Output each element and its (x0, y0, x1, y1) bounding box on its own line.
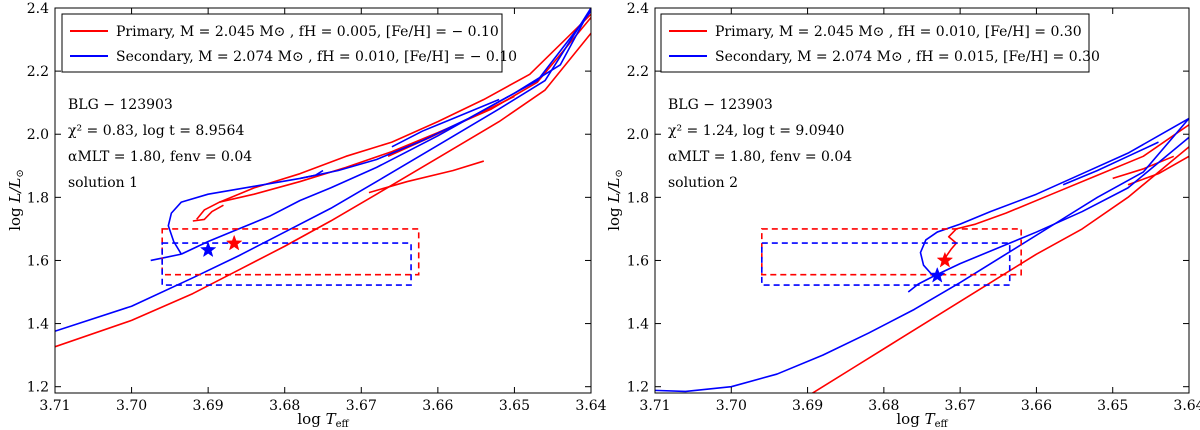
y-tick-label: 1.6 (27, 253, 49, 269)
annotation-solution: solution 2 (668, 175, 738, 191)
x-tick-label: 3.66 (422, 398, 453, 414)
track-primary-short2 (368, 160, 485, 194)
axes-frame (654, 7, 1190, 394)
y-tick-label: 1.2 (27, 380, 49, 396)
x-tick-label: 3.69 (792, 398, 823, 414)
y-tick-label: 1.8 (627, 190, 649, 206)
annotation-solution: solution 1 (68, 175, 138, 191)
y-tick-label: 1.2 (627, 380, 649, 396)
y-tick-label: 2.2 (627, 64, 649, 80)
annotation-params: αMLT = 1.80, fenv = 0.04 (668, 149, 852, 165)
track-secondary-inner (180, 10, 591, 255)
y-tick-label: 1.8 (27, 190, 49, 206)
annotation-star-name: BLG − 123903 (68, 97, 173, 113)
y-tick-label: 1.4 (627, 317, 649, 333)
star-marker-secondary (199, 241, 217, 258)
y-tick-label: 2.4 (27, 1, 49, 17)
x-tick-label: 3.68 (269, 398, 300, 414)
star-marker-secondary (928, 266, 946, 283)
track-secondary-main (655, 117, 1189, 393)
track-secondary-main (55, 8, 591, 333)
track-primary-main (811, 146, 1189, 393)
track-primary-short (1112, 155, 1175, 180)
track-secondary-tail (150, 253, 182, 262)
annotation-star-name: BLG − 123903 (668, 97, 773, 113)
panel-right: 3.71 3.70 3.69 3.68 3.67 3.66 3.65 3.64 1.2 1.4 1… (605, 1, 1200, 430)
star-marker-primary (936, 251, 954, 268)
y-tick-label: 1.6 (627, 253, 649, 269)
annotation-chi2: χ² = 1.24, log t = 9.0940 (668, 123, 844, 139)
track-secondary-kink (299, 169, 324, 180)
legend-entry-secondary: Secondary, M = 2.074 M⊙ , fH = 0.015, [F… (715, 49, 1100, 65)
x-tick-label: 3.71 (639, 398, 670, 414)
track-primary-hook (192, 204, 224, 222)
track-primary-loop (947, 124, 1189, 244)
y-tick-label: 2.0 (627, 127, 649, 143)
x-tick-label: 3.68 (868, 398, 899, 414)
x-axis-label: log Teff (297, 410, 349, 430)
legend-frame (61, 13, 503, 73)
x-tick-label: 3.64 (575, 398, 606, 414)
axes-frame (54, 7, 592, 394)
track-primary-short2 (1127, 155, 1189, 186)
track-secondary-short (1062, 141, 1159, 186)
y-axis-label: log L/L⊙ (605, 169, 625, 231)
error-box-primary (760, 228, 1022, 276)
x-axis-label: log Teff (896, 410, 948, 430)
x-tick-label: 3.70 (116, 398, 147, 414)
x-tick-label: 3.65 (1097, 398, 1128, 414)
star-marker-primary (225, 234, 243, 251)
x-tick-label: 3.70 (716, 398, 747, 414)
x-tick-label: 3.69 (193, 398, 224, 414)
legend-frame (660, 13, 1090, 73)
x-tick-label: 3.64 (1173, 398, 1200, 414)
x-tick-label: 3.67 (945, 398, 976, 414)
x-tick-label: 3.67 (346, 398, 377, 414)
track-secondary-short (391, 98, 500, 148)
error-box-secondary (760, 242, 1011, 286)
error-box-primary (161, 228, 420, 276)
y-tick-label: 2.2 (27, 64, 49, 80)
track-primary-main (55, 32, 591, 348)
track-secondary-loop (919, 117, 1189, 277)
legend: Primary, M = 2.045 M⊙ , fH = 0.010, [Fe/… (660, 13, 1100, 73)
track-secondary-tail (907, 275, 934, 293)
annotation-chi2: χ² = 0.83, log t = 8.9564 (68, 123, 244, 139)
y-axis-label: log L/L⊙ (6, 169, 26, 231)
legend-entry-secondary: Secondary, M = 2.074 M⊙ , fH = 0.010, [F… (116, 49, 517, 65)
panel-left: 3.71 3.70 3.69 3.68 3.67 3.66 3.65 3.64 1.2 1.4 1… (6, 1, 607, 430)
legend-entry-primary: Primary, M = 2.045 M⊙ , fH = 0.005, [Fe/… (116, 24, 499, 40)
error-box-secondary (161, 242, 412, 286)
y-tick-label: 1.4 (27, 317, 49, 333)
y-tick-label: 2.0 (27, 127, 49, 143)
legend: Primary, M = 2.045 M⊙ , fH = 0.005, [Fe/… (61, 13, 517, 73)
x-tick-label: 3.66 (1021, 398, 1052, 414)
y-tick-label: 2.4 (627, 1, 649, 17)
track-secondary-inner (933, 136, 1189, 277)
legend-entry-primary: Primary, M = 2.045 M⊙ , fH = 0.010, [Fe/… (715, 24, 1082, 40)
annotation-params: αMLT = 1.80, fenv = 0.04 (68, 149, 252, 165)
x-tick-label: 3.71 (39, 398, 70, 414)
x-tick-label: 3.65 (499, 398, 530, 414)
